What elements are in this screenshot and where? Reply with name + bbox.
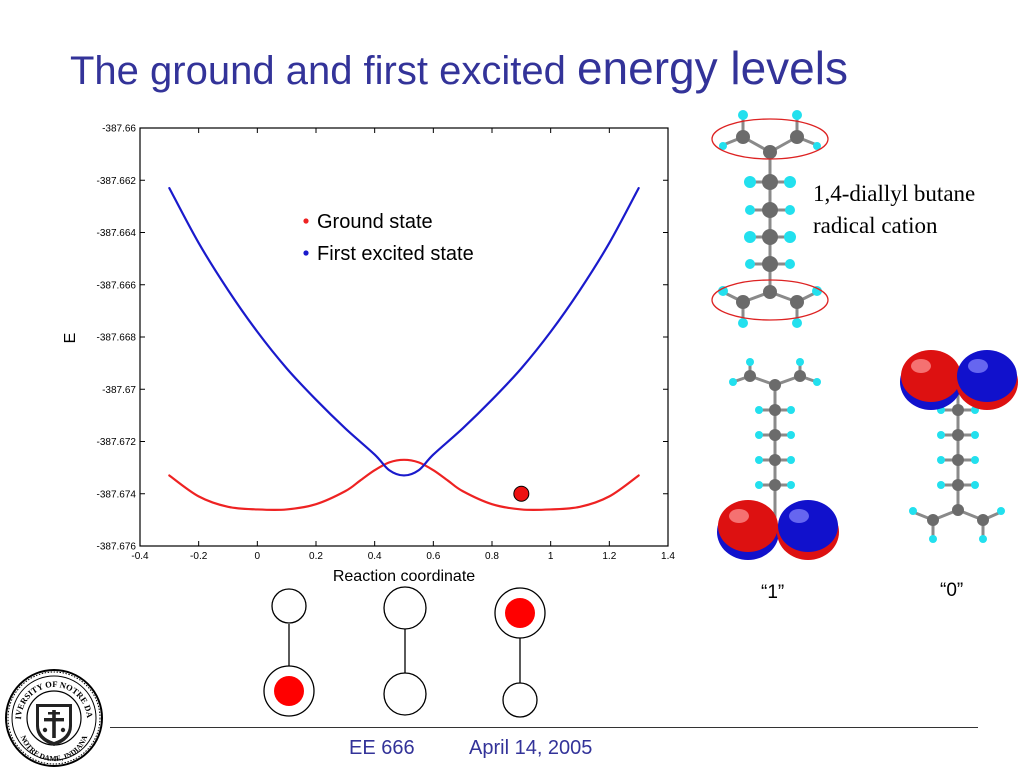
- y-tick-label: -387.672: [97, 437, 137, 448]
- x-axis: -0.4 -0.2 0 0.2 0.4 0.6 0.8 1 1.2 1.4: [131, 128, 675, 562]
- state-c-bottom-node: [502, 682, 538, 718]
- allyl-highlight-top: [711, 118, 829, 160]
- state-diagram-svg: [263, 586, 546, 718]
- chart-marker-layer: [513, 485, 530, 502]
- diallyl-butane-molecule: [711, 110, 829, 328]
- molecule-name-line1: 1,4-diallyl butane: [813, 181, 976, 206]
- y-tick-label: -387.664: [97, 228, 137, 239]
- state-label-zero: “0”: [940, 580, 964, 601]
- electron-dot-c: [505, 598, 535, 628]
- energy-chart-svg: -0.4 -0.2 0 0.2 0.4 0.6 0.8 1 1.2 1.4 -387.66-387…: [62, 124, 675, 586]
- x-tick-label: 0: [255, 551, 261, 562]
- y-tick-label: -387.662: [97, 176, 137, 187]
- legend-marker-ground: [303, 218, 309, 224]
- slide-title: The ground and first excited energy leve…: [70, 38, 1010, 101]
- two-level-state-diagram: [255, 580, 555, 720]
- state-b-top-node: [383, 586, 427, 630]
- legend-marker-excited: [303, 250, 309, 256]
- footer-date: April 14, 2005: [469, 737, 593, 759]
- x-tick-label: 0.8: [485, 551, 499, 562]
- x-axis-label: Reaction coordinate: [333, 568, 475, 585]
- molecule-name-line2: radical cation: [813, 213, 938, 238]
- x-tick-label: 0.4: [368, 551, 382, 562]
- state-marker-point: [513, 485, 530, 502]
- orbital-state-0: [900, 350, 1018, 543]
- chart-legend: Ground state First excited state: [303, 211, 474, 265]
- state-a-top-node: [271, 588, 307, 624]
- orbital-state-1: [717, 358, 839, 560]
- y-tick-label: -387.67: [102, 385, 136, 396]
- molecule-illustrations: [711, 110, 1018, 560]
- series-line-ground-state: [168, 458, 640, 512]
- x-tick-label: -0.2: [190, 551, 208, 562]
- legend-label-excited: First excited state: [317, 243, 474, 265]
- chart-curves: [168, 186, 640, 512]
- slide-title-part1: The ground and first excited: [70, 49, 577, 93]
- y-tick-label: -387.666: [97, 280, 137, 291]
- electron-dot-a: [274, 676, 304, 706]
- footer-divider: [110, 727, 978, 728]
- legend-label-ground: Ground state: [317, 211, 433, 233]
- x-tick-label: 0.6: [426, 551, 440, 562]
- y-axis: -387.66 -387.662 -387.664 -387.666 -387.668 -…: [97, 124, 668, 553]
- y-tick-label: -387.676: [97, 542, 137, 553]
- plot-frame: [139, 127, 669, 547]
- x-tick-label: 1.2: [602, 551, 616, 562]
- university-seal-logo: UNIVERSITY OF NOTRE DAME NOTRE DAME, IND…: [4, 668, 103, 767]
- allyl-highlight-bottom: [711, 279, 829, 321]
- x-tick-label: 1.4: [661, 551, 675, 562]
- y-tick-label: -387.674: [97, 489, 137, 500]
- y-axis-label: E: [62, 333, 79, 344]
- state-label-one: “1”: [761, 582, 785, 603]
- molecule-name: 1,4-diallyl butane radical cation: [813, 178, 975, 242]
- y-tick-label: -387.66: [102, 124, 136, 135]
- slide-title-part2: energy levels: [576, 42, 848, 94]
- y-tick-label: -387.668: [97, 333, 137, 344]
- x-tick-label: 0.2: [309, 551, 323, 562]
- state-b-bottom-node: [383, 672, 427, 716]
- energy-chart: -0.4 -0.2 0 0.2 0.4 0.6 0.8 1 1.2 1.4 -387.66 -387…: [60, 120, 690, 590]
- footer-course: EE 666: [349, 737, 415, 759]
- x-tick-label: -0.4: [131, 551, 149, 562]
- x-tick-label: 1: [548, 551, 554, 562]
- series-line-first-excited-state: [168, 186, 640, 477]
- molecule-panel: 1,4-diallyl butane radical cation “1” “0…: [695, 100, 1024, 620]
